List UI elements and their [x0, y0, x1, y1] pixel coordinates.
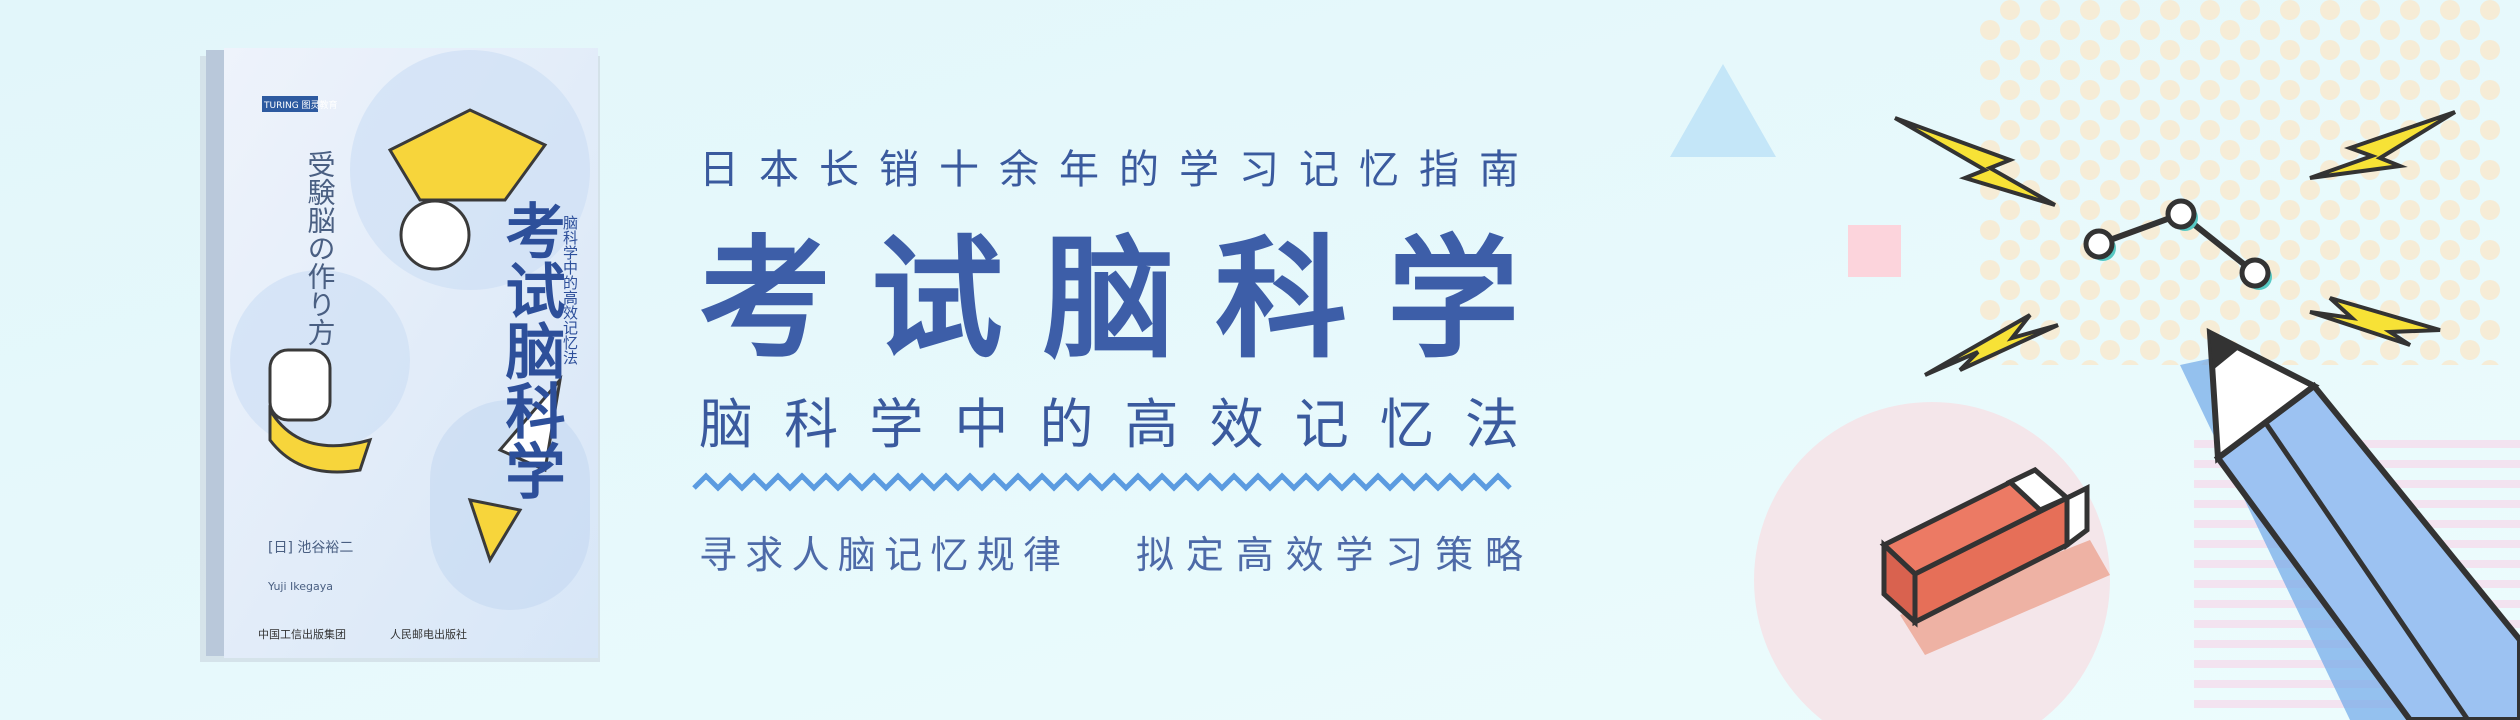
- book-group: 中国工信出版集团: [258, 627, 346, 641]
- pencil-tip: [2210, 333, 2240, 370]
- book-title: 考试脑科学: [495, 200, 565, 500]
- cover-illustration: [399, 199, 471, 271]
- chart-icon-dot: [2083, 228, 2115, 260]
- lightning-bolt: [1893, 116, 2056, 207]
- book-original-title: 受験脳の作り方: [304, 150, 337, 346]
- chart-icon-dot: [2165, 198, 2197, 230]
- cover-illustration: [467, 498, 523, 564]
- lightning-bolt: [2309, 296, 2441, 347]
- lightning-bolt: [2309, 110, 2457, 180]
- cover-illustration: [497, 374, 563, 473]
- book: TURING 图灵教育 考试脑科学 脑科学中的高效记忆法 受験脳の作り方 [日]…: [200, 48, 600, 662]
- square-decoration: [1848, 225, 1901, 277]
- eraser-shadow: [1900, 540, 2110, 655]
- zigzag-divider: [692, 472, 1512, 492]
- book-publisher: 人民邮电出版社: [390, 627, 467, 641]
- lightning-bolt: [1924, 313, 2059, 377]
- cover-illustration: [268, 404, 373, 474]
- pencil-wood: [2206, 327, 2320, 464]
- series-badge: [262, 96, 318, 112]
- chart-icon-dot: [2239, 257, 2271, 289]
- dots-decoration: [1980, 0, 2500, 365]
- cover-illustration: [268, 348, 332, 422]
- book-author-en: Yuji Ikegaya: [267, 580, 333, 593]
- book-series: TURING 图灵教育: [263, 99, 338, 111]
- title: 考试脑科学: [699, 223, 1519, 377]
- cover-illustration: [387, 108, 548, 202]
- book-spine: [206, 50, 226, 656]
- book-author: [日] 池谷裕二: [268, 540, 353, 556]
- eraser-sleeve: [2005, 467, 2090, 550]
- book-subtitle: 脑科学中的高效记忆法: [561, 215, 579, 365]
- triangle-decoration: [1670, 64, 1776, 157]
- pencil-edge: [2262, 420, 2471, 720]
- cover-shape: [430, 400, 590, 610]
